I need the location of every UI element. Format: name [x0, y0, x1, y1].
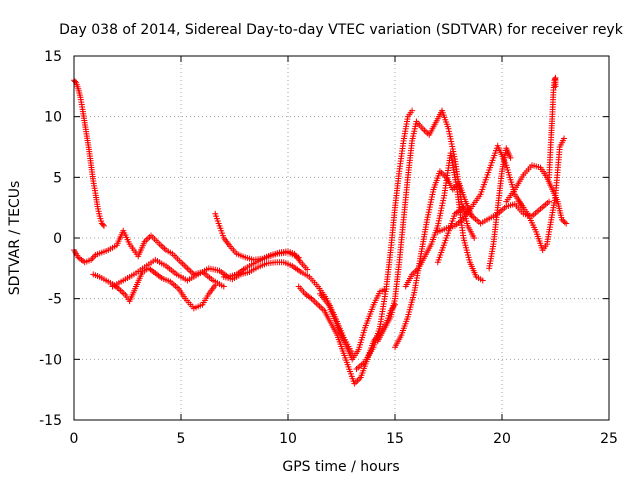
data-point — [100, 222, 107, 229]
data-point — [435, 220, 442, 227]
y-tick-label: -10 — [39, 352, 62, 368]
data-point — [448, 140, 455, 147]
y-axis-label: SDTVAR / TECUs — [7, 181, 23, 296]
data-point — [479, 277, 486, 284]
y-tick-label: -5 — [48, 292, 62, 308]
data-point — [447, 135, 454, 142]
data-point — [429, 191, 436, 198]
series-trace-9 — [353, 107, 416, 373]
data-point — [427, 201, 434, 208]
y-tick-label: 0 — [53, 231, 62, 247]
y-tick-label: 5 — [53, 170, 62, 186]
data-point — [429, 188, 436, 195]
series-trace-1 — [71, 77, 107, 229]
x-tick-label: 15 — [386, 431, 404, 447]
data-point — [446, 128, 453, 135]
data-point — [438, 207, 445, 214]
data-point — [424, 214, 431, 221]
y-tick-label: 10 — [44, 110, 62, 126]
data-point — [507, 154, 514, 161]
data-point — [427, 199, 434, 206]
data-point — [425, 209, 432, 216]
data-point — [426, 206, 433, 213]
series-trace-17 — [516, 135, 568, 254]
data-point — [440, 195, 447, 202]
data-point — [546, 198, 553, 205]
chart-title: Day 038 of 2014, Sidereal Day-to-day VTE… — [59, 22, 624, 38]
data-point — [449, 143, 456, 150]
series-trace-2 — [71, 227, 227, 290]
data-point — [437, 210, 444, 217]
data-point — [428, 194, 435, 201]
data-point — [561, 219, 568, 226]
series-trace-7 — [295, 283, 398, 387]
data-point — [439, 200, 446, 207]
x-tick-label: 10 — [279, 431, 297, 447]
data-point — [438, 205, 445, 212]
data-point — [561, 135, 568, 142]
data-point — [445, 125, 452, 132]
series-trace-5 — [212, 210, 311, 273]
axis-ticks: 0 5 10 15 20 25 -15 -10 -5 0 5 10 15 — [39, 49, 618, 447]
data-point — [435, 217, 442, 224]
x-tick-label: 25 — [600, 431, 618, 447]
data-point — [448, 138, 455, 145]
data-point — [446, 130, 453, 137]
data-point — [434, 222, 441, 229]
data-point — [409, 107, 416, 114]
data-point — [428, 196, 435, 203]
data-point — [450, 151, 457, 158]
series-trace-13 — [434, 198, 553, 266]
data-point — [304, 266, 311, 273]
x-axis-label: GPS time / hours — [282, 459, 399, 475]
data-point — [439, 202, 446, 209]
data-point — [212, 282, 219, 289]
series-trace-8 — [317, 285, 390, 363]
data-point — [99, 221, 106, 228]
data-point — [449, 146, 456, 153]
data-point — [451, 153, 458, 160]
x-tick-label: 0 — [70, 431, 79, 447]
series-trace-14 — [434, 142, 527, 235]
grid — [74, 56, 609, 420]
x-tick-label: 5 — [177, 431, 186, 447]
data-point — [447, 133, 454, 140]
data-point — [551, 76, 558, 83]
data-point — [440, 197, 447, 204]
data-point — [424, 216, 431, 223]
data-point — [426, 204, 433, 211]
series-trace-3 — [90, 265, 219, 312]
series-trace-12 — [402, 150, 486, 290]
y-tick-label: 15 — [44, 49, 62, 65]
data-point — [220, 283, 227, 290]
series-trace-18 — [546, 74, 559, 181]
data-point — [436, 215, 443, 222]
data-point — [425, 211, 432, 218]
x-tick-label: 20 — [493, 431, 511, 447]
data-point — [436, 212, 443, 219]
data-points — [71, 74, 570, 387]
data-point — [563, 220, 570, 227]
y-tick-label: -15 — [39, 413, 62, 429]
data-point — [552, 83, 559, 90]
data-point — [72, 78, 79, 85]
series-trace-15 — [486, 145, 514, 272]
data-point — [471, 235, 478, 241]
